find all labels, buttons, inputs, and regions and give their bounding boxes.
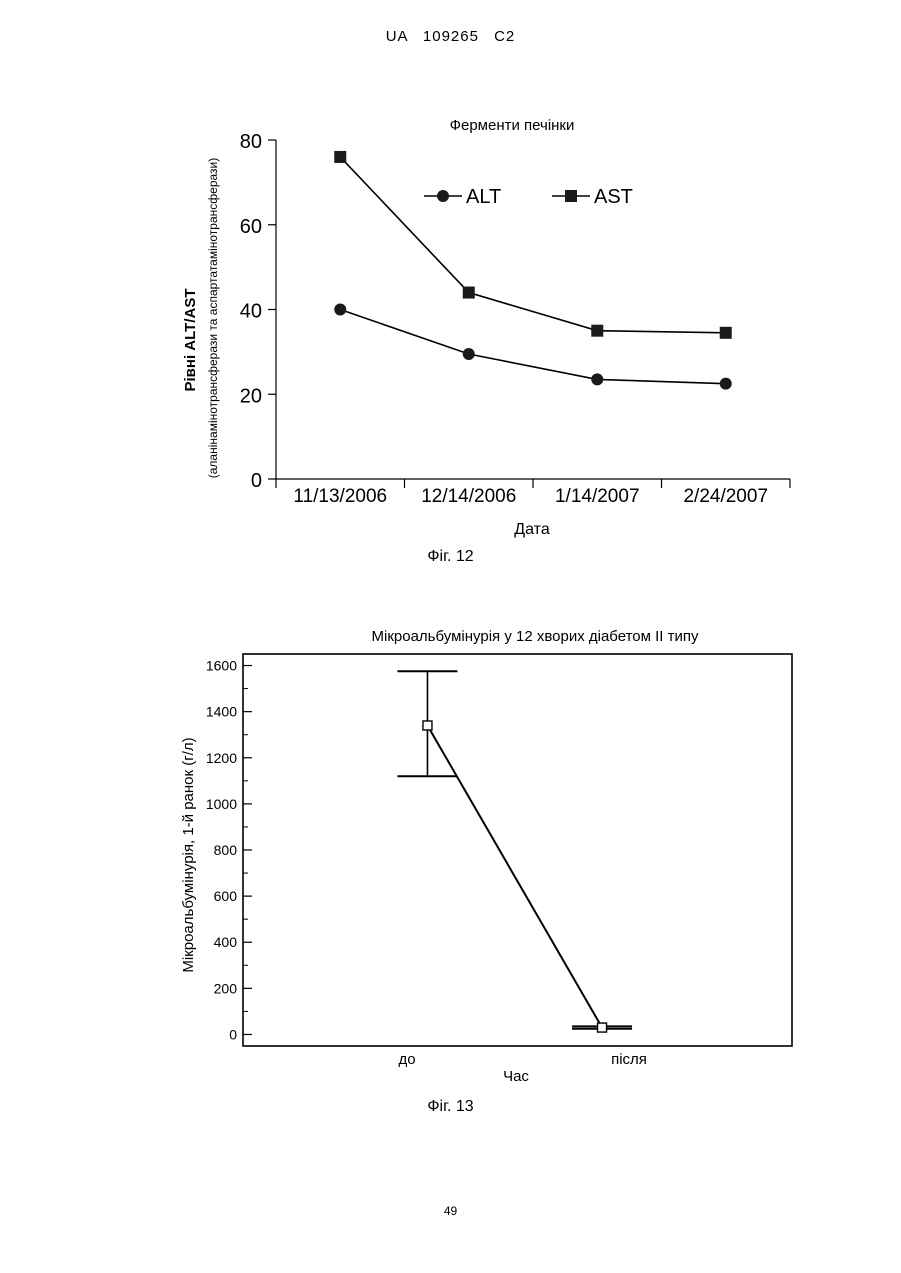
x-tick-label: 1/14/2007 <box>555 486 640 507</box>
legend-marker-ast <box>565 190 577 202</box>
x-axis-label: Час <box>503 1068 529 1085</box>
data-point-ast <box>591 325 603 337</box>
x-tick-label: 2/24/2007 <box>683 486 768 507</box>
page-number: 49 <box>0 1204 901 1218</box>
y-tick-label: 0 <box>229 1026 237 1042</box>
tick-labels: 0 200 400 600 800 1000 1200 1400 1600 до після <box>206 658 647 1068</box>
data-point <box>598 1023 607 1032</box>
y-axis-label: Рівні ALT/AST (аланінамінотрансферази та… <box>182 158 220 478</box>
series-line-alt <box>340 310 726 384</box>
chart-title: Ферменти печінки <box>450 117 575 134</box>
y-tick-label: 800 <box>214 842 238 858</box>
series-line <box>427 725 602 1027</box>
y-tick-label: 1600 <box>206 658 237 674</box>
microalbuminuria-chart: Мікроальбумінурія у 12 хворих діабетом I… <box>0 615 901 1085</box>
y-tick-label: 1000 <box>206 796 237 812</box>
plot-frame <box>243 654 792 1046</box>
data-point-ast <box>334 151 346 163</box>
tick-labels: 0 20 40 60 80 11/13/2006 12/14/2006 1/14/2007 2/… <box>240 131 768 507</box>
x-tick-label: 12/14/2006 <box>421 486 516 507</box>
figure-caption-13: Фіг. 13 <box>0 1098 901 1116</box>
legend-marker-alt <box>437 190 449 202</box>
y-tick-label: 600 <box>214 888 238 904</box>
figure-caption-12: Фіг. 12 <box>0 548 901 566</box>
x-tick-label: до <box>398 1051 415 1068</box>
series <box>334 151 732 390</box>
y-axis-label-main: Рівні ALT/AST <box>182 288 199 391</box>
liver-enzymes-chart: Ферменти печінки Рівні ALT/AST (аланінам… <box>0 100 901 540</box>
axes <box>243 654 792 1046</box>
data-point-ast <box>463 287 475 299</box>
x-tick-label: після <box>611 1051 647 1068</box>
data-point <box>423 721 432 730</box>
data-point-alt <box>591 373 603 385</box>
x-tick-label: 11/13/2006 <box>293 486 387 507</box>
legend-label-alt: ALT <box>466 186 501 208</box>
x-axis-label: Дата <box>514 521 550 538</box>
y-tick-label: 1200 <box>206 750 237 766</box>
y-tick-label: 0 <box>251 470 262 492</box>
chart-title: Мікроальбумінурія у 12 хворих діабетом I… <box>372 628 699 645</box>
y-tick-label: 400 <box>214 934 238 950</box>
data-point-alt <box>463 348 475 360</box>
legend-label-ast: AST <box>594 186 633 208</box>
series <box>397 671 632 1032</box>
y-tick-label: 20 <box>240 385 262 407</box>
data-point-alt <box>720 378 732 390</box>
y-tick-label: 40 <box>240 301 262 323</box>
y-axis-label: Мікроальбумінурія, 1-й ранок (г/л) <box>180 737 197 972</box>
legend: ALT AST <box>424 186 633 208</box>
axes <box>268 140 790 488</box>
patent-header: UA 109265 C2 <box>0 28 901 45</box>
y-axis-label-sub: (аланінамінотрансферази та аспартатаміно… <box>206 158 220 478</box>
y-tick-label: 200 <box>214 980 238 996</box>
y-tick-label: 60 <box>240 216 262 238</box>
y-tick-label: 1400 <box>206 704 237 720</box>
data-point-alt <box>334 304 346 316</box>
data-point-ast <box>720 327 732 339</box>
series-line-ast <box>340 157 726 333</box>
y-tick-label: 80 <box>240 131 262 153</box>
